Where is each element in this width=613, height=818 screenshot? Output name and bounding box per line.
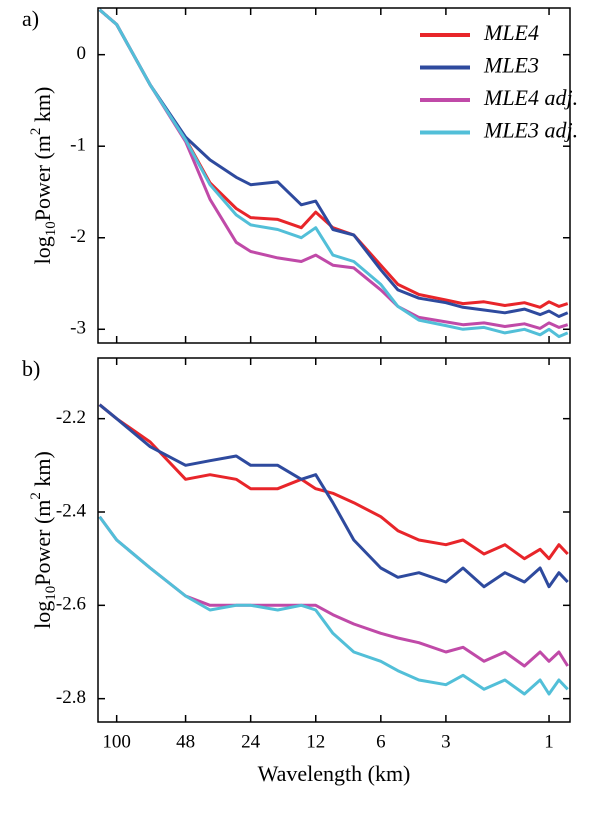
series-line [98, 8, 569, 330]
y-axis-label-part: 2 [28, 128, 44, 136]
x-tick-label: 12 [306, 731, 325, 752]
x-tick-label: 6 [376, 731, 386, 752]
y-tick-label: -2.4 [56, 500, 87, 521]
y-axis-label: log10Power (m2 km) [28, 451, 59, 629]
y-axis-label-part: log [30, 601, 55, 629]
y-axis-label-part: log [30, 236, 55, 264]
legend-label: MLE3 adj. [483, 118, 578, 143]
series-line [98, 403, 569, 561]
y-axis-label-part: 10 [43, 221, 59, 236]
y-tick-label: -2 [70, 226, 86, 247]
panel-label: a) [22, 6, 39, 31]
plot-frame [97, 7, 571, 344]
y-axis-label-part: 2 [28, 492, 44, 500]
y-axis-label-part: Power (m [30, 500, 55, 586]
y-axis-label-part: km) [30, 451, 55, 492]
legend-label: MLE4 [483, 20, 539, 45]
y-axis-label: log10Power (m2 km) [28, 87, 59, 265]
x-tick-label: 1 [544, 731, 554, 752]
y-tick-label: -2.2 [56, 407, 86, 428]
legend-label: MLE4 adj. [483, 85, 578, 110]
x-tick-label: 3 [441, 731, 451, 752]
series-line [98, 8, 569, 318]
series-line [98, 515, 569, 668]
series-line [98, 8, 569, 339]
y-axis-label-part: km) [30, 87, 55, 128]
x-axis-label: Wavelength (km) [258, 761, 411, 786]
series-line [98, 403, 569, 589]
panel-label: b) [22, 356, 40, 381]
x-tick-label: 24 [241, 731, 261, 752]
y-tick-label: -2.6 [56, 594, 86, 615]
x-tick-label: 48 [176, 731, 195, 752]
y-tick-label: -3 [70, 318, 86, 339]
legend-label: MLE3 [483, 53, 539, 78]
y-tick-label: -1 [70, 135, 86, 156]
series-line [98, 515, 569, 696]
y-axis-label-part: 10 [43, 586, 59, 601]
y-tick-label: 0 [77, 43, 87, 64]
y-tick-label: -2.8 [56, 687, 86, 708]
x-tick-label: 100 [102, 731, 131, 752]
plot-frame [97, 357, 571, 723]
y-axis-label-part: Power (m [30, 135, 55, 221]
